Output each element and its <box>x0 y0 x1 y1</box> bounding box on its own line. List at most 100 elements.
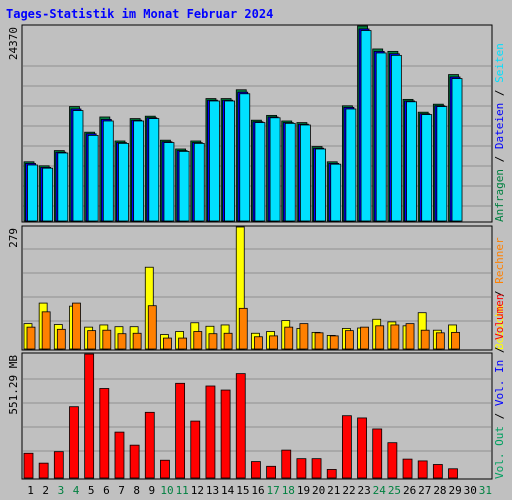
x-tick-label: 29 <box>448 484 461 497</box>
legend-entry-vol-in: Vol. In <box>493 360 506 406</box>
x-tick-label: 18 <box>282 484 295 497</box>
bottom-bar-volumen-day-12 <box>190 420 201 479</box>
x-tick-label: 27 <box>418 484 431 497</box>
top-bar-seiten-day-17 <box>269 117 281 222</box>
legend-separator: / <box>493 340 506 360</box>
legend-entry-volumen: Volumen <box>493 294 506 340</box>
bottom-bar-volumen-day-24 <box>372 428 383 479</box>
top-bar-seiten-day-4 <box>72 110 84 222</box>
bottom-bar-volumen-day-16 <box>251 461 261 479</box>
bottom-max-label: 551.29 MB <box>7 355 20 415</box>
middle-bar-rechner-day-6 <box>102 329 112 350</box>
top-bar-seiten-day-13 <box>209 100 220 222</box>
top-bar-seiten-day-6 <box>102 120 114 222</box>
top-bar-seiten-day-20 <box>315 148 326 222</box>
bottom-legend: Vol. Out / Vol. In / Volumen <box>493 294 506 479</box>
x-tick-label: 25 <box>388 484 401 497</box>
bottom-bar-volumen-day-26 <box>402 458 413 479</box>
x-tick-label: 19 <box>297 484 310 497</box>
x-tick-label: 8 <box>133 484 140 497</box>
middle-bar-rechner-day-9 <box>147 305 157 350</box>
top-bar-seiten-day-15 <box>239 93 251 222</box>
x-tick-label: 13 <box>206 484 219 497</box>
bottom-bar-volumen-day-4 <box>69 406 79 479</box>
middle-bar-rechner-day-10 <box>163 337 172 350</box>
legend-entry-dateien: Dateien <box>493 103 506 149</box>
top-max-label: 24370 <box>7 27 20 60</box>
top-bar-seiten-day-24 <box>375 52 387 222</box>
middle-bar-rechner-day-26 <box>405 323 415 350</box>
legend-entry-besuche: Besuche <box>493 304 506 350</box>
top-bar-seiten-day-12 <box>193 142 205 222</box>
x-tick-label: 7 <box>118 484 125 497</box>
legend-entry-seiten: Seiten <box>493 43 506 83</box>
bottom-bar-volumen-day-15 <box>235 373 246 479</box>
legend-separator: / <box>493 83 506 103</box>
x-tick-label: 20 <box>312 484 325 497</box>
bottom-bar-volumen-day-19 <box>296 458 307 479</box>
middle-bar-rechner-day-2 <box>41 311 51 350</box>
bottom-bar-volumen-day-5 <box>84 353 95 479</box>
top-bar-seiten-day-16 <box>254 122 266 222</box>
bottom-bar-volumen-day-29 <box>448 468 458 479</box>
x-tick-label: 30 <box>464 484 477 497</box>
top-bar-seiten-day-23 <box>360 30 372 222</box>
x-tick-label: 23 <box>358 484 371 497</box>
middle-bar-rechner-day-27 <box>420 329 430 350</box>
top-bar-seiten-day-1 <box>27 164 38 222</box>
bottom-bar-volumen-day-8 <box>129 444 140 479</box>
middle-bar-rechner-day-16 <box>254 336 263 350</box>
top-bar-seiten-day-29 <box>451 78 463 222</box>
x-tick-label: 11 <box>176 484 189 497</box>
x-tick-label: 17 <box>267 484 280 497</box>
x-tick-label: 28 <box>433 484 446 497</box>
bottom-bar-volumen-day-20 <box>311 458 322 479</box>
bottom-bar-volumen-day-2 <box>38 462 49 479</box>
x-tick-label: 24 <box>373 484 387 497</box>
x-tick-label: 4 <box>73 484 80 497</box>
bottom-bar-volumen-day-25 <box>387 442 398 479</box>
bottom-bar-volumen-day-14 <box>220 389 231 479</box>
top-bar-seiten-day-9 <box>148 118 160 222</box>
top-bar-seiten-day-25 <box>390 54 402 222</box>
middle-bar-rechner-day-20 <box>314 332 324 350</box>
top-legend: Anfragen / Dateien / Seiten <box>493 43 506 222</box>
x-tick-label: 21 <box>327 484 340 497</box>
bottom-bar-volumen-day-6 <box>99 388 110 479</box>
middle-legend: Besuche / Rechner <box>493 237 506 350</box>
middle-bar-rechner-day-23 <box>360 326 369 350</box>
bottom-bar-volumen-day-18 <box>281 449 292 479</box>
top-bar-seiten-day-22 <box>345 108 357 222</box>
x-tick-label: 14 <box>221 484 235 497</box>
x-tick-label: 26 <box>403 484 416 497</box>
middle-bar-rechner-day-13 <box>208 333 218 350</box>
x-tick-label: 9 <box>149 484 156 497</box>
middle-bar-rechner-day-18 <box>284 326 294 350</box>
middle-bar-rechner-day-15 <box>238 307 248 350</box>
x-tick-label: 16 <box>251 484 264 497</box>
x-tick-label: 10 <box>160 484 173 497</box>
bottom-bar-volumen-day-21 <box>326 469 337 479</box>
middle-bar-rechner-day-3 <box>56 328 66 350</box>
top-bar-seiten-day-18 <box>284 122 296 222</box>
bottom-bar-volumen-day-22 <box>341 415 352 479</box>
legend-separator: / <box>493 406 506 426</box>
legend-entry-rechner: Rechner <box>493 237 506 284</box>
middle-bar-rechner-day-25 <box>390 324 400 350</box>
top-bar-seiten-day-11 <box>178 150 190 222</box>
top-bar-seiten-day-3 <box>57 152 69 222</box>
top-bar-seiten-day-27 <box>421 114 433 222</box>
middle-max-label: 279 <box>7 228 20 248</box>
x-tick-label: 22 <box>342 484 355 497</box>
bottom-bar-volumen-day-11 <box>175 382 186 479</box>
bottom-bar-volumen-day-17 <box>266 465 276 479</box>
middle-bar-rechner-day-17 <box>269 335 278 350</box>
top-bar-seiten-day-21 <box>330 163 342 222</box>
middle-bar-rechner-day-19 <box>299 323 309 350</box>
bottom-bar-volumen-day-7 <box>114 431 125 479</box>
x-tick-label: 12 <box>191 484 204 497</box>
chart-title: Tages-Statistik im Monat Februar 2024 <box>6 7 273 21</box>
middle-bar-rechner-day-1 <box>26 326 36 350</box>
middle-bar-rechner-day-5 <box>87 330 97 350</box>
